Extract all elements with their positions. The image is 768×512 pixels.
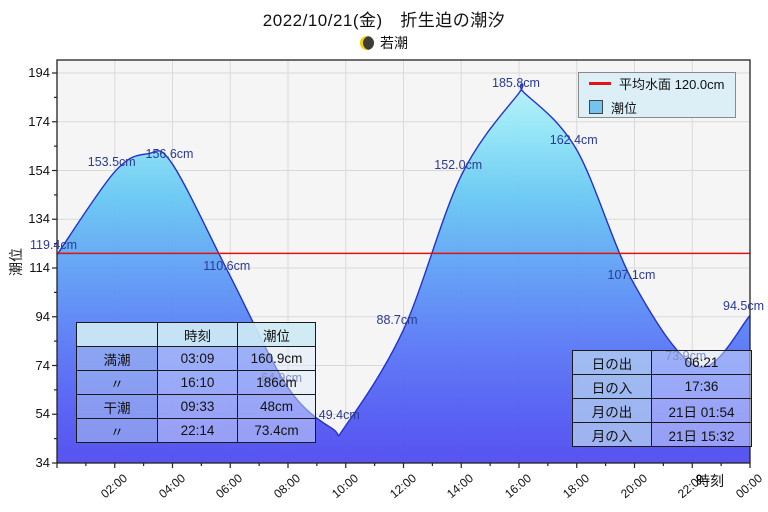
point-label: 156.6cm [145, 147, 194, 162]
point-label: 110.6cm [203, 259, 251, 274]
time-cell: 21日 15:32 [651, 422, 752, 447]
y-tick-label: 154 [28, 162, 50, 178]
table-row: 月の出 21日 01:54 [572, 398, 752, 423]
time-cell: 06:21 [651, 350, 752, 375]
table-header-row: 時刻 潮位 [76, 322, 316, 347]
tide-level-cell: 73.4cm [237, 418, 316, 443]
sun-moon-table: 日の出 06:21 日の入 17:36 月の出 21日 01:54 月の入 21… [572, 350, 752, 447]
header-cell: 時刻 [157, 322, 238, 347]
table-row: 日の入 17:36 [572, 374, 752, 399]
tide-time-cell: 09:33 [157, 394, 238, 419]
time-cell: 21日 01:54 [651, 398, 752, 423]
tide-level-cell: 160.9cm [237, 346, 316, 371]
legend: 平均水面 120.0cm 潮位 [578, 72, 736, 118]
tide-swatch-icon [589, 100, 603, 114]
point-label: 162.4cm [549, 133, 598, 148]
tide-curve [56, 83, 751, 437]
tide-time-cell: 03:09 [157, 346, 238, 371]
table-row: 日の出 06:21 [572, 350, 752, 375]
y-tick-label: 74 [35, 357, 50, 373]
tide-type-cell: 〃 [76, 418, 158, 443]
tide-time-cell: 16:10 [157, 370, 238, 395]
point-label: 94.5cm [723, 298, 764, 313]
y-tick-label: 94 [35, 308, 50, 324]
legend-mean-line-label: 平均水面 120.0cm [619, 76, 725, 92]
table-row: 〃 22:14 73.4cm [76, 418, 316, 443]
tide-time-cell: 22:14 [157, 418, 238, 443]
y-tick-label: 194 [28, 65, 50, 80]
event-cell: 月の入 [572, 422, 652, 447]
header-cell [76, 322, 158, 347]
point-label: 152.0cm [434, 158, 483, 173]
point-label: 153.5cm [87, 154, 136, 169]
event-cell: 日の入 [572, 374, 652, 399]
table-row: 〃 16:10 186cm [76, 370, 316, 395]
tide-level-cell: 48cm [237, 394, 316, 419]
event-cell: 月の出 [572, 398, 652, 423]
time-cell: 17:36 [651, 374, 752, 399]
tide-level-cell: 186cm [237, 370, 316, 395]
page-title: 2022/10/21(金) 折生迫の潮汐 [262, 11, 506, 30]
point-label: 49.4cm [318, 408, 360, 423]
point-label: 107.1cm [607, 267, 656, 282]
legend-mean-line-entry: 平均水面 120.0cm [589, 74, 735, 93]
moon-phase-label: 若潮 [380, 35, 408, 51]
tide-table: 時刻 潮位 満潮 03:09 160.9cm 〃 16:10 186cm 干潮 … [76, 322, 316, 443]
tide-type-cell: 満潮 [76, 346, 158, 371]
y-tick-label: 134 [28, 211, 50, 227]
moon-phase: 若潮 [0, 33, 768, 53]
table-row: 満潮 03:09 160.9cm [76, 346, 316, 371]
y-tick-label: 114 [29, 260, 50, 275]
y-tick-label: 174 [28, 113, 50, 129]
event-cell: 日の出 [572, 350, 652, 375]
tide-type-cell: 干潮 [76, 394, 158, 419]
tide-type-cell: 〃 [76, 370, 158, 395]
y-tick-label: 34 [35, 455, 50, 470]
point-label: 119.4cm [30, 237, 78, 252]
x-axis-label: 時刻 [696, 473, 724, 489]
mean-line-swatch-icon [589, 81, 611, 85]
legend-tide-label: 潮位 [611, 100, 638, 116]
point-label: 88.7cm [376, 312, 418, 327]
legend-tide-entry: 潮位 [589, 98, 735, 117]
y-tick-label: 54 [35, 406, 50, 422]
moon-phase-icon [360, 36, 374, 50]
table-row: 干潮 09:33 48cm [76, 394, 316, 419]
header-cell: 潮位 [237, 322, 316, 347]
point-label: 185.8cm [492, 75, 540, 90]
table-row: 月の入 21日 15:32 [572, 422, 752, 447]
